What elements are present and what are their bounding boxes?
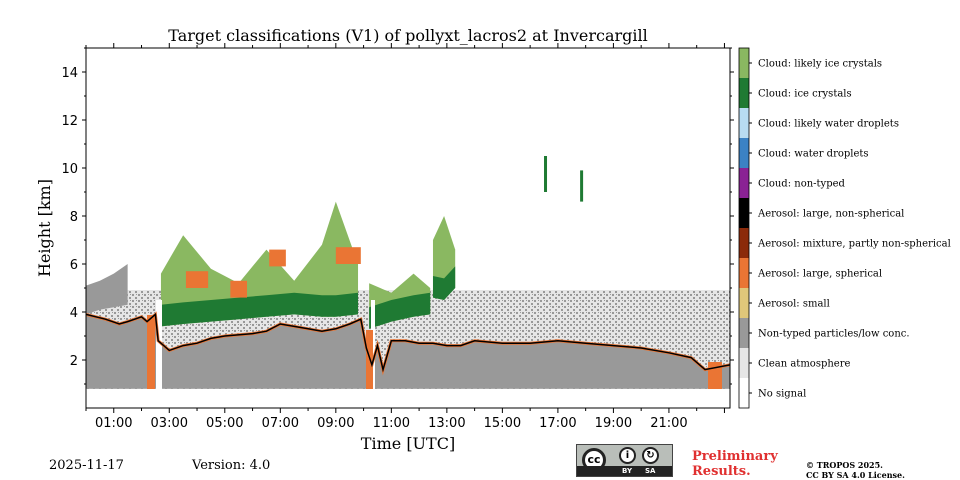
x-axis: 01:00 03:00 05:00 07:00 09:00 11:00 13:00 15:00… <box>85 43 725 431</box>
evening-aerosol-layer <box>86 264 128 315</box>
aerosol-patch <box>269 249 286 267</box>
aerosol-patch <box>230 280 247 298</box>
x-tick-label: 07:00 <box>262 416 299 431</box>
by-person-icon: i <box>619 447 636 464</box>
legend: Cloud: likely ice crystals Cloud: ice cry… <box>738 47 951 409</box>
legend-swatch <box>739 258 749 288</box>
x-tick-label: 21:00 <box>650 416 687 431</box>
legend-swatch <box>739 288 749 318</box>
legend-swatch <box>739 378 749 408</box>
legend-swatch <box>739 48 749 78</box>
aerosol-patch <box>335 247 361 264</box>
x-tick-label: 09:00 <box>317 416 354 431</box>
preliminary-line-1: Preliminary <box>692 449 778 464</box>
ice-cloud-10-12-core <box>369 292 431 329</box>
y-axis: 2 4 6 8 10 12 14 <box>61 47 734 385</box>
legend-label: Cloud: likely ice crystals <box>758 59 882 70</box>
plot-area <box>86 48 730 408</box>
x-tick-label: 19:00 <box>595 416 632 431</box>
legend-swatch <box>739 198 749 228</box>
x-tick-label: 03:00 <box>151 416 188 431</box>
y-tick-label: 14 <box>61 66 78 81</box>
ice-cloud-12-13-core <box>432 266 456 300</box>
legend-label: Cloud: ice crystals <box>758 89 852 100</box>
x-tick-label: 15:00 <box>484 416 521 431</box>
x-axis-label: Time [UTC] <box>361 434 455 453</box>
legend-label: Clean atmosphere <box>758 359 851 370</box>
y-tick-label: 4 <box>70 306 78 321</box>
y-tick-label: 2 <box>70 354 78 369</box>
x-tick-label: 11:00 <box>373 416 410 431</box>
legend-swatch <box>739 78 749 108</box>
x-tick-label: 05:00 <box>206 416 243 431</box>
license-text: © TROPOS 2025. CC BY SA 4.0 License. <box>806 460 905 480</box>
legend-label: Aerosol: large, non-spherical <box>757 209 904 220</box>
legend-frame <box>738 47 750 409</box>
chart-title: Target classifications (V1) of pollyxt_l… <box>168 26 647 45</box>
y-tick-label: 10 <box>61 162 78 177</box>
legend-label: Aerosol: mixture, partly non-spherical <box>757 239 951 250</box>
legend-swatch <box>739 348 749 378</box>
boundary-layer-aerosol <box>86 314 730 389</box>
preliminary-line-2: Results. <box>692 464 751 479</box>
data-gap <box>156 300 162 389</box>
legend-label: Non-typed particles/low conc. <box>758 329 910 340</box>
legend-label: Cloud: likely water droplets <box>758 119 899 130</box>
y-tick-label: 6 <box>70 258 78 273</box>
ice-cloud-2-6-core <box>160 292 359 327</box>
share-alike-icon: ↻ <box>642 447 659 464</box>
aerosol-patch <box>185 271 209 288</box>
legend-swatch <box>739 228 749 258</box>
preliminary-notice: Preliminary Results. <box>692 449 778 479</box>
y-tick-label: 8 <box>70 210 78 225</box>
y-axis-label: Height [km] <box>35 179 54 277</box>
legend-label: Cloud: non-typed <box>758 179 846 190</box>
legend-label: No signal <box>758 389 806 400</box>
x-tick-label: 01:00 <box>95 416 132 431</box>
cc-license-badge: cc i ↻ BY SA <box>576 444 673 477</box>
bottom-no-signal <box>86 389 730 408</box>
x-tick-label: 13:00 <box>428 416 465 431</box>
bl-top-nonspherical-line <box>86 312 730 373</box>
badge-sa-label: SA <box>645 467 656 475</box>
ice-fallstreak <box>580 170 584 202</box>
legend-swatch <box>739 108 749 138</box>
license-line-1: © TROPOS 2025. <box>806 460 883 470</box>
legend-swatch <box>739 318 749 348</box>
y-tick-label: 12 <box>61 114 78 129</box>
x-tick-label: 17:00 <box>539 416 576 431</box>
version-label: Version: 4.0 <box>192 458 271 473</box>
legend-label: Cloud: water droplets <box>758 149 869 160</box>
badge-by-label: BY <box>622 467 633 475</box>
ice-fallstreak <box>544 156 548 192</box>
license-line-2: CC BY SA 4.0 License. <box>806 470 905 480</box>
legend-swatch <box>739 168 749 198</box>
legend-label: Aerosol: small <box>757 299 830 310</box>
legend-label: Aerosol: large, spherical <box>757 269 882 280</box>
date-label: 2025-11-17 <box>49 458 124 473</box>
plot-frame <box>85 47 731 409</box>
aerosol-column-0230 <box>147 315 155 389</box>
legend-swatch <box>739 138 749 168</box>
